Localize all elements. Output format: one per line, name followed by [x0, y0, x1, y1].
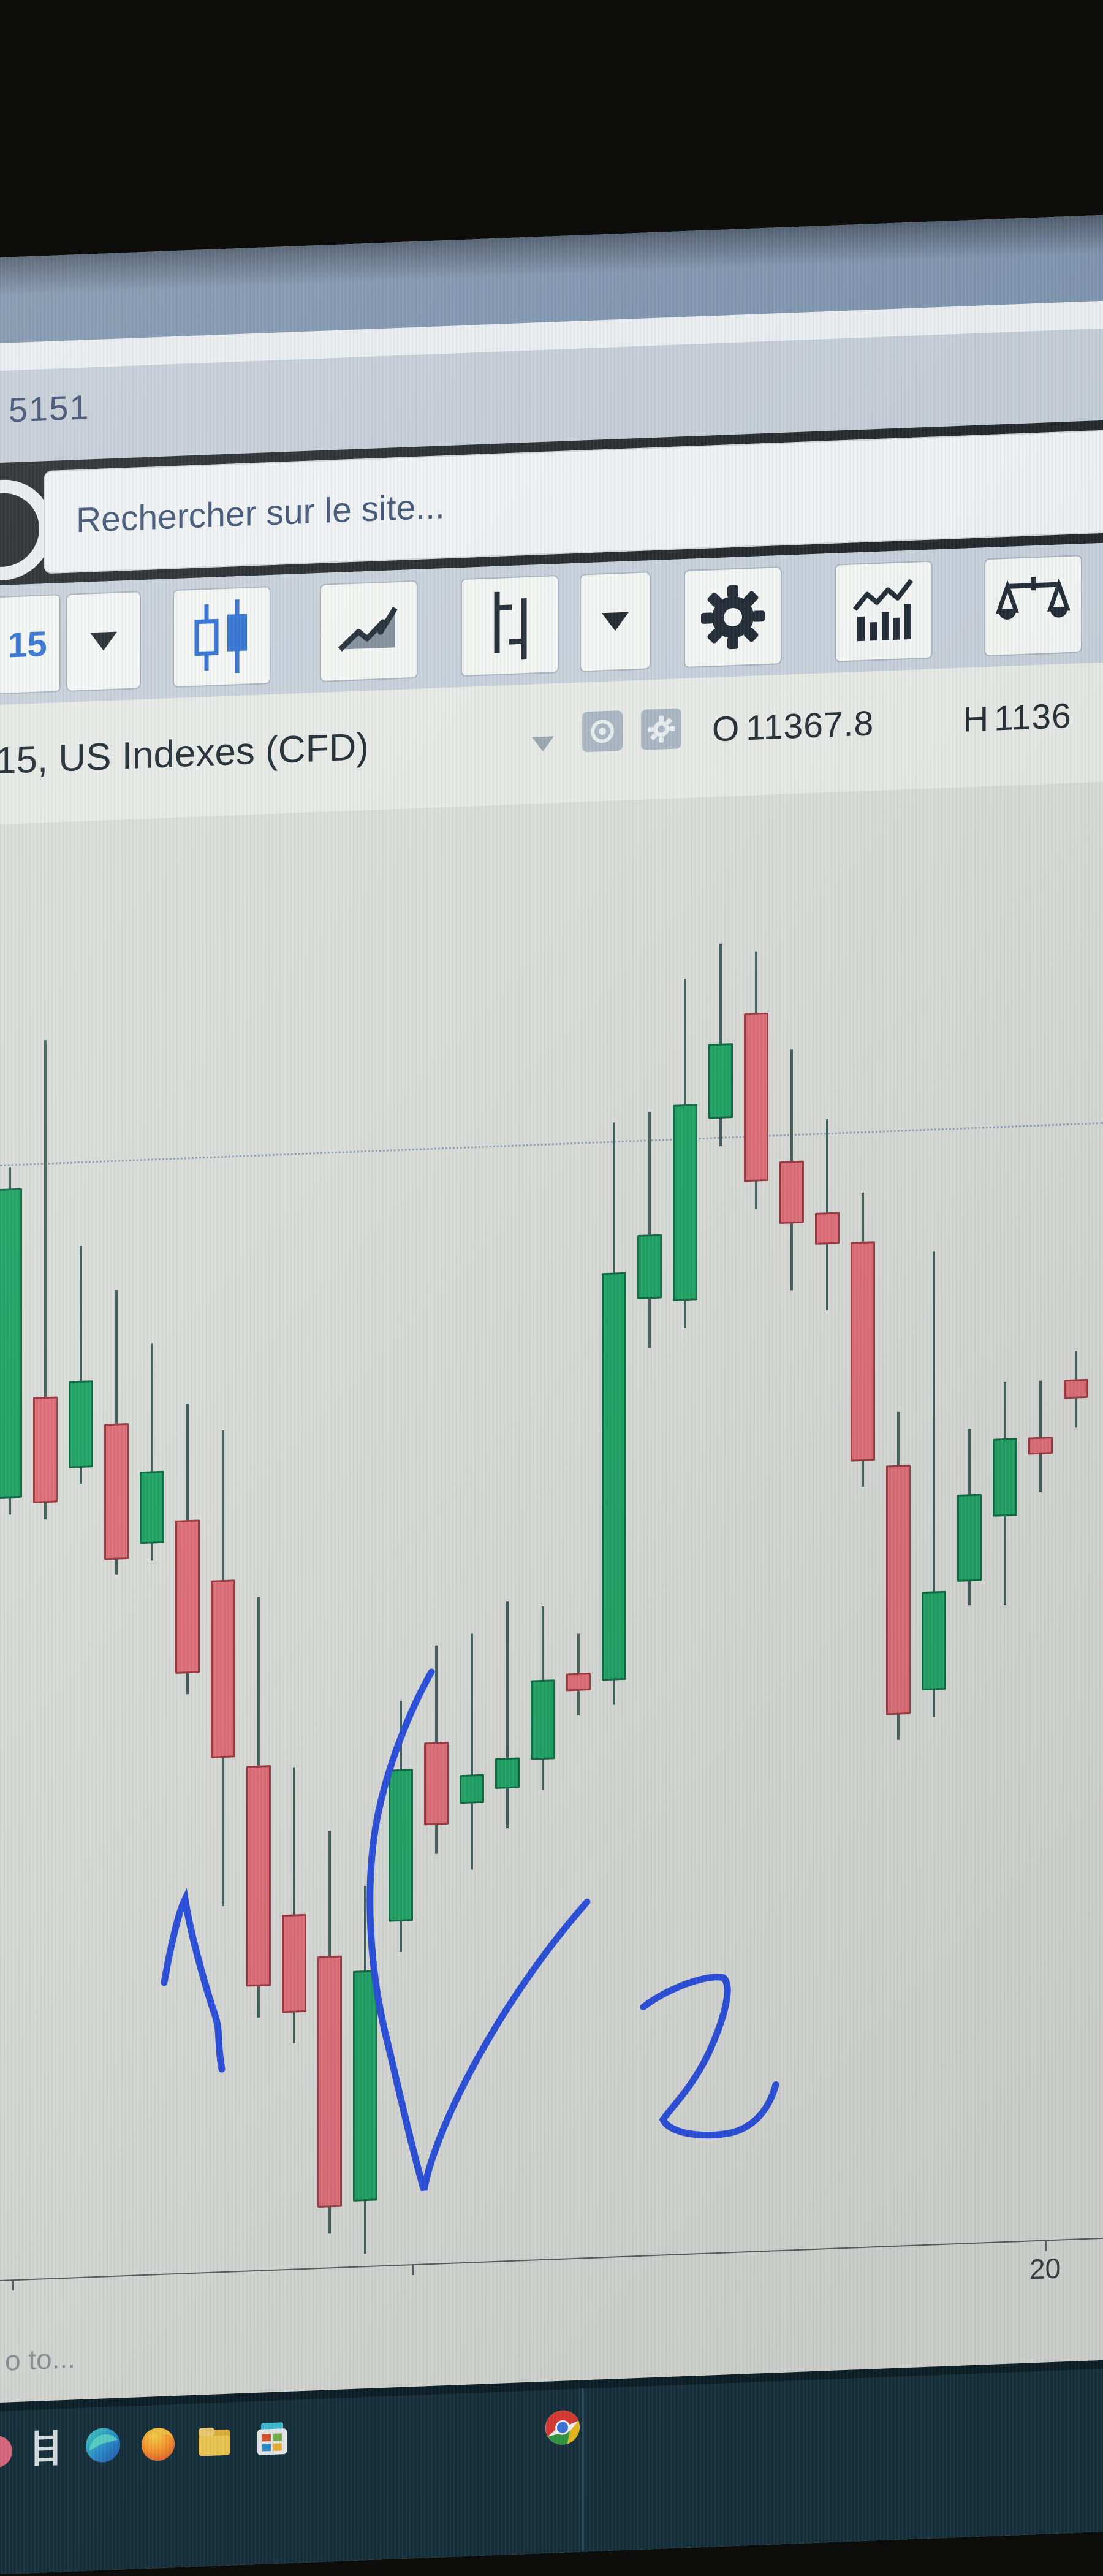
chart-toolbar: 15	[0, 542, 1103, 705]
drawn-number-2	[640, 1974, 779, 2139]
dropdown-arrow-icon	[602, 612, 629, 632]
price-level-dotted-line	[0, 1122, 1103, 1166]
candle-up	[140, 1470, 164, 1544]
candle-down	[175, 1519, 200, 1674]
candle-up	[957, 1494, 982, 1582]
candle-down	[1028, 1437, 1053, 1455]
settings-button[interactable]	[684, 566, 782, 669]
candle-up	[69, 1380, 93, 1468]
tab-number: 5151	[9, 387, 90, 430]
compare-button[interactable]	[461, 574, 559, 677]
time-axis-tick	[1045, 2241, 1047, 2251]
time-axis-tick	[12, 2281, 14, 2291]
candle-down	[317, 1955, 342, 2208]
candle-down	[33, 1396, 58, 1503]
store-icon[interactable]	[252, 2418, 292, 2459]
candle-down	[851, 1241, 875, 1462]
candle-down	[815, 1212, 840, 1245]
compare-dropdown-button[interactable]	[580, 571, 651, 672]
candle-down	[211, 1579, 235, 1758]
toggle-visibility-button[interactable]	[582, 710, 623, 753]
candle-wick	[506, 1601, 509, 1829]
files-icon[interactable]	[195, 2420, 234, 2461]
edge-icon[interactable]	[83, 2425, 123, 2465]
area-chart-style-button[interactable]	[320, 580, 418, 682]
time-axis-tick	[412, 2265, 414, 2276]
candle-down	[104, 1423, 129, 1560]
dropdown-arrow-icon	[90, 631, 117, 652]
candle-down	[282, 1913, 306, 2013]
gear-icon	[701, 585, 765, 650]
candle-up	[708, 1043, 733, 1119]
scales-icon	[996, 577, 1070, 620]
candle-up	[602, 1272, 626, 1681]
firefox-icon[interactable]	[138, 2423, 178, 2463]
candle-down	[566, 1672, 591, 1692]
candlestick-style-button[interactable]	[173, 586, 271, 688]
interval-button[interactable]: 15	[0, 594, 61, 696]
candlestick-icon	[194, 599, 247, 674]
candle-up	[673, 1104, 697, 1301]
candle-up	[460, 1774, 484, 1804]
candle-down	[424, 1741, 449, 1826]
gear-icon	[648, 715, 675, 743]
candle-down	[246, 1765, 271, 1987]
area-chart-icon	[338, 606, 398, 652]
taskbar-divider	[582, 2388, 584, 2552]
indicators-icon	[852, 579, 914, 642]
eye-icon	[591, 720, 614, 743]
task-view-icon[interactable]	[27, 2427, 66, 2468]
candle-up	[0, 1188, 22, 1499]
candle-down	[886, 1464, 911, 1715]
series-settings-button[interactable]	[641, 708, 681, 750]
chart-canvas[interactable]: 20 o to...	[0, 781, 1103, 2403]
search-placeholder: Rechercher sur le site...	[76, 487, 445, 541]
status-bar-text: o to...	[5, 2342, 76, 2377]
candle-up	[531, 1679, 555, 1760]
interval-value: 15	[7, 623, 47, 666]
compare-bars-icon	[494, 591, 527, 660]
candle-up	[495, 1757, 520, 1789]
time-axis-label: 20	[1029, 2252, 1061, 2285]
high-value-partial: H 1136	[963, 696, 1072, 740]
indicators-button[interactable]	[835, 560, 933, 663]
pinned-partial-icon[interactable]	[0, 2429, 23, 2469]
symbol-legend[interactable]: 15, US Indexes (CFD)	[0, 725, 369, 783]
screen: 5151 Rechercher sur le site... 15	[0, 215, 1103, 2574]
candle-up	[389, 1769, 413, 1922]
open-value: O 11367.8	[712, 704, 874, 750]
candle-down	[1064, 1378, 1088, 1399]
drawn-number-1	[161, 1888, 226, 2073]
chevron-down-icon[interactable]	[532, 736, 554, 752]
scales-button[interactable]	[984, 555, 1082, 657]
candle-up	[993, 1438, 1017, 1517]
chrome-icon[interactable]	[543, 2407, 582, 2448]
candle-up	[922, 1590, 946, 1691]
candle-up	[353, 1970, 377, 2202]
chart-legend-row: 15, US Indexes (CFD)	[0, 662, 1103, 824]
candle-down	[779, 1160, 804, 1225]
candle-wick	[648, 1112, 651, 1348]
candle-down	[744, 1012, 768, 1182]
candle-up	[637, 1234, 662, 1300]
interval-dropdown-button[interactable]	[66, 591, 141, 692]
candle-wick	[471, 1633, 473, 1870]
time-axis-line[interactable]	[0, 2237, 1103, 2281]
